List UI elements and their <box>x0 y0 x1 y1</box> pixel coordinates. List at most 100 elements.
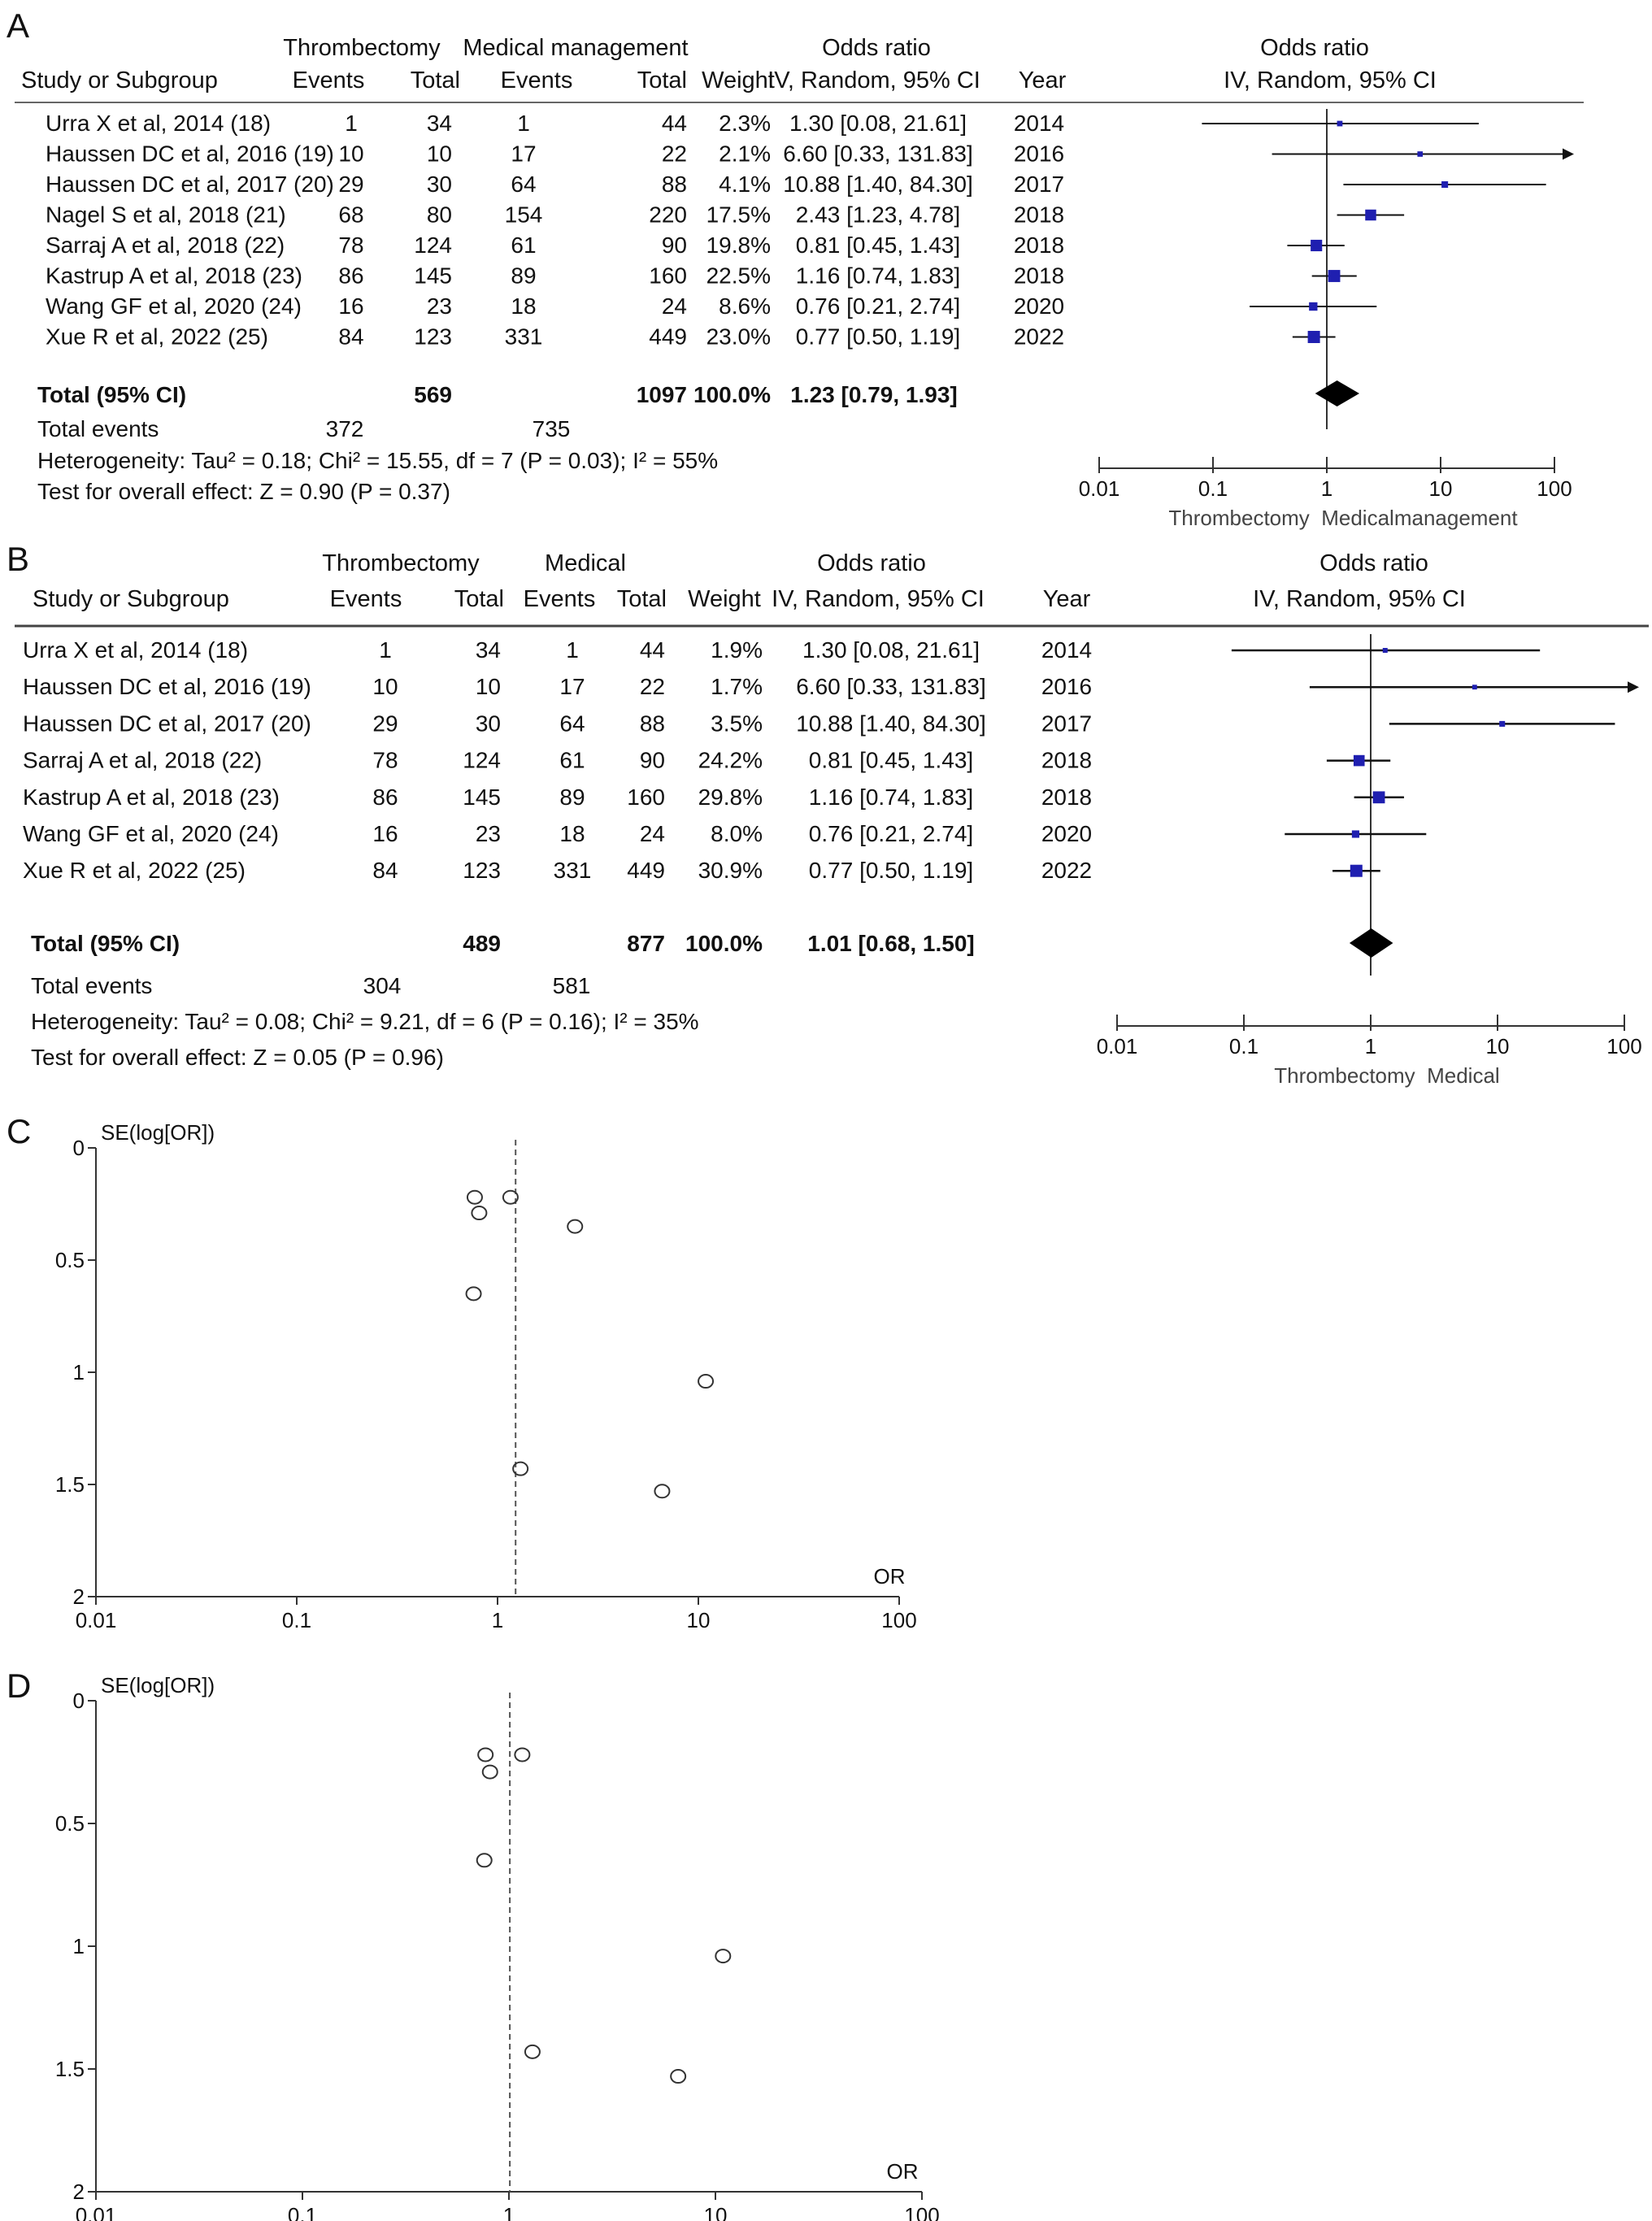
x-tick-label: 10 <box>687 1608 711 1632</box>
events1-cell: 10 <box>338 141 363 167</box>
year-cell: 2018 <box>1041 785 1092 810</box>
funnel-plot-d: D 0 0.5 1 1.5 20.01 0.1 1 10 100 SE(log[OR]) OR <box>7 1667 940 2221</box>
or-method-header: IV, Random, 95% CI <box>772 586 985 612</box>
total-t2: 1097 <box>637 382 687 407</box>
events2-header: Events <box>501 67 573 93</box>
study-rows: Urra X et al, 2014 (18) 1 34 1 44 1.9% 1.30 [0… <box>23 637 1092 883</box>
events2-header: Events <box>524 586 596 612</box>
x-tick-label: 0.1 <box>282 1608 311 1632</box>
study-point <box>471 1206 488 1221</box>
summary-diamond <box>1315 380 1359 406</box>
events2-cell: 64 <box>511 172 536 197</box>
heterogeneity: Heterogeneity: Tau² = 0.08; Chi² = 9.21,… <box>31 1009 699 1034</box>
ci-cell: 10.88 [1.40, 84.30] <box>796 711 986 736</box>
events1-cell: 68 <box>338 202 363 228</box>
weight-cell: 29.8% <box>698 785 763 810</box>
x-tick-label: 100 <box>1606 1034 1641 1058</box>
table-row: Haussen DC et al, 2017 (20) 29 30 64 88 3.5% 1… <box>23 711 1092 736</box>
events1-cell: 29 <box>338 172 363 197</box>
events2-cell: 64 <box>559 711 585 736</box>
events2-cell: 331 <box>505 324 543 350</box>
study-name: Haussen DC et al, 2017 (20) <box>23 711 311 736</box>
summary-diamond <box>1349 928 1393 958</box>
total-events-e1: 304 <box>363 973 402 998</box>
year-header: Year <box>1043 586 1091 612</box>
or-method-header: IV, Random, 95% CI <box>767 67 980 93</box>
group2-header: Medical management <box>463 35 688 61</box>
total1-cell: 10 <box>476 674 501 699</box>
events2-cell: 154 <box>505 202 543 228</box>
y-tick-label: 1 <box>73 1934 85 1958</box>
total1-header: Total <box>411 67 460 93</box>
x-tick-label: 1 <box>1321 476 1332 501</box>
table-row: Sarraj A et al, 2018 (22) 78 124 61 90 24.2% 0… <box>23 748 1092 773</box>
ci-cell: 0.81 [0.45, 1.43] <box>809 748 973 773</box>
total-events-label: Total events <box>37 416 159 441</box>
overall-effect: Test for overall effect: Z = 0.05 (P = 0… <box>31 1045 444 1070</box>
total2-cell: 90 <box>640 748 665 773</box>
total2-cell: 160 <box>627 785 665 810</box>
year-cell: 2018 <box>1014 202 1064 228</box>
plot-title: Odds ratio <box>1319 550 1428 576</box>
x-tick-label: 10 <box>1486 1034 1510 1058</box>
events2-cell: 18 <box>511 293 536 319</box>
y-axis-label: SE(log[OR]) <box>101 1120 215 1145</box>
study-name: Kastrup A et al, 2018 (23) <box>23 785 280 810</box>
weight-cell: 2.3% <box>719 111 771 136</box>
year-cell: 2017 <box>1041 711 1092 736</box>
total2-cell: 449 <box>627 858 665 883</box>
study-name: Sarraj A et al, 2018 (22) <box>23 748 262 773</box>
events1-header: Events <box>330 586 402 612</box>
study-name: Wang GF et al, 2020 (24) <box>23 821 279 846</box>
total1-cell: 30 <box>427 172 452 197</box>
weight-header: Weight <box>688 586 761 612</box>
total2-cell: 44 <box>640 637 665 663</box>
study-point <box>654 1484 671 1499</box>
y-tick-label: 0.5 <box>55 1248 85 1272</box>
table-row: Sarraj A et al, 2018 (22) 78 124 61 90 19.8% 0… <box>46 233 1064 258</box>
ci-arrow <box>1628 681 1639 693</box>
weight-cell: 4.1% <box>719 172 771 197</box>
events2-cell: 61 <box>511 233 536 258</box>
table-row: Nagel S et al, 2018 (21) 68 80 154 220 17.5% 2… <box>46 202 1064 228</box>
panel-letter-a: A <box>7 7 29 45</box>
point-estimate <box>1372 791 1385 804</box>
funnel-plot-c: C 0 0.5 1 1.5 20.01 0.1 1 10 100 SE(log[OR]) OR <box>7 1112 917 1632</box>
point-estimate <box>1365 209 1376 221</box>
ci-arrow <box>1563 148 1574 160</box>
table-row: Haussen DC et al, 2017 (20) 29 30 64 88 4.1% 1… <box>46 172 1064 197</box>
weight-cell: 17.5% <box>706 202 771 228</box>
point-estimate <box>1382 648 1388 653</box>
events1-cell: 78 <box>372 748 398 773</box>
point-estimate <box>1328 270 1341 282</box>
x-tick-label: 1 <box>492 1608 503 1632</box>
x-tick-label: 0.01 <box>1097 1034 1138 1058</box>
events2-cell: 331 <box>554 858 592 883</box>
total-events-e2: 735 <box>533 416 571 441</box>
point-estimate <box>1499 720 1506 727</box>
table-row: Wang GF et al, 2020 (24) 16 23 18 24 8.6% 0.76… <box>46 293 1064 319</box>
study-name: Xue R et al, 2022 (25) <box>46 324 268 350</box>
study-name: Haussen DC et al, 2016 (19) <box>46 141 334 167</box>
point-estimate <box>1441 180 1449 189</box>
year-cell: 2018 <box>1014 263 1064 289</box>
events1-cell: 1 <box>379 637 392 663</box>
study-point <box>698 1374 715 1389</box>
plot-title: Odds ratio <box>1260 35 1369 61</box>
x-tick-label: 100 <box>1537 476 1572 501</box>
point-estimate <box>1311 239 1323 252</box>
y-tick-label: 2 <box>73 2180 85 2204</box>
events1-cell: 78 <box>338 233 363 258</box>
total2-cell: 90 <box>662 233 687 258</box>
point-estimate <box>1472 685 1477 690</box>
weight-cell: 22.5% <box>706 263 771 289</box>
study-point <box>466 1189 483 1205</box>
total-events-label: Total events <box>31 973 152 998</box>
x-tick-label: 100 <box>881 1608 916 1632</box>
events1-cell: 86 <box>338 263 363 289</box>
study-name: Haussen DC et al, 2017 (20) <box>46 172 334 197</box>
study-name: Haussen DC et al, 2016 (19) <box>23 674 311 699</box>
ci-cell: 0.81 [0.45, 1.43] <box>796 233 960 258</box>
x-tick-label: 0.01 <box>76 2203 117 2221</box>
